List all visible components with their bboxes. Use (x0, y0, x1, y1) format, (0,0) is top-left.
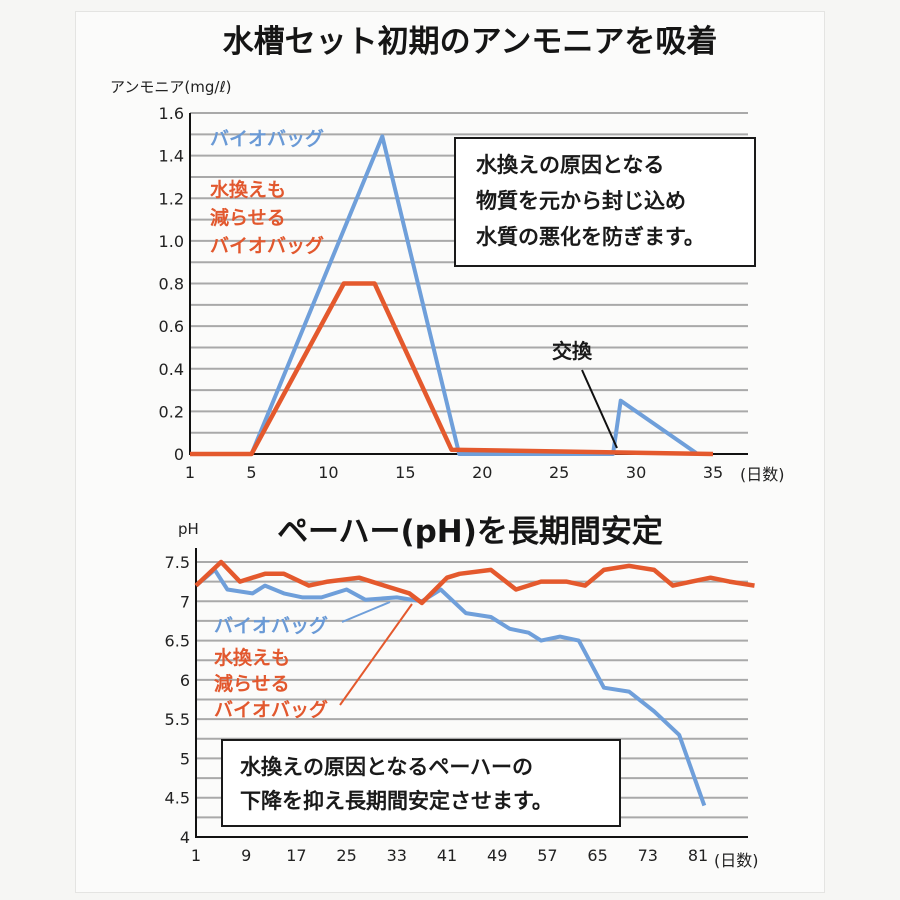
ammonia-legend-reduce-line2: 減らせる (210, 206, 286, 229)
ammonia-y-tick-label: 1.6 (159, 104, 184, 123)
ph-x-tick-label: 1 (191, 846, 201, 865)
ph-info-box (221, 739, 621, 827)
ammonia-x-tick-label: 35 (703, 463, 723, 482)
ammonia-chart-title: 水槽セット初期のアンモニアを吸着 (223, 24, 718, 60)
ph-x-axis-label: (日数) (714, 851, 759, 870)
ph-x-tick-label: 25 (336, 846, 356, 865)
ph-x-tick-label: 17 (286, 846, 306, 865)
ph-x-tick-label: 41 (437, 846, 457, 865)
ammonia-y-tick-label: 0.4 (159, 360, 184, 379)
ph-x-tick-label: 9 (241, 846, 251, 865)
ph-axes (195, 548, 748, 838)
ph-x-tick-label: 73 (638, 846, 658, 865)
ammonia-info-line-3: 水質の悪化を防ぎます。 (476, 225, 705, 249)
ammonia-x-tick-label: 30 (626, 463, 646, 482)
ph-legend-reduce-line2: 減らせる (214, 672, 290, 695)
ph-red-legend-pointer (339, 603, 413, 706)
ammonia-series-reduce-line (190, 281, 714, 457)
ph-y-axis-label: pH (178, 520, 199, 538)
ammonia-y-tick-label: 0 (174, 445, 184, 464)
ph-x-tick-label: 49 (487, 846, 507, 865)
ph-y-tick-label: 7 (180, 592, 190, 611)
ph-y-tick-label: 5.5 (165, 710, 190, 729)
ammonia-x-tick-label: 15 (395, 463, 415, 482)
ph-legend-reduce-line3: バイオバッグ (214, 698, 328, 721)
ammonia-info-line-2: 物質を元から封じ込め (476, 189, 686, 213)
ph-x-tick-label: 33 (387, 846, 407, 865)
ph-y-tick-label: 7.5 (165, 553, 190, 572)
ammonia-callout-pointer (581, 369, 618, 449)
ammonia-y-tick-label: 0.2 (159, 402, 184, 421)
ammonia-legend-reduce-line1: 水換えも (210, 178, 286, 201)
ph-series-reduce-line (194, 559, 755, 606)
ph-x-tick-label: 81 (688, 846, 708, 865)
ammonia-x-tick-label: 20 (472, 463, 492, 482)
ph-y-tick-label: 4 (180, 828, 190, 847)
ammonia-y-tick-label: 1.4 (159, 147, 184, 166)
ph-y-tick-label: 6.5 (165, 632, 190, 651)
ammonia-x-axis-label: (日数) (740, 465, 785, 484)
ammonia-info-box (454, 137, 756, 267)
ammonia-y-axis-label: アンモニア(mg/ℓ) (110, 78, 232, 96)
ammonia-chart: 水槽セット初期のアンモニアを吸着 アンモニア(mg/ℓ) 0 0.2 0.4 0.6 0… (110, 24, 785, 484)
ammonia-info-line-1: 水換えの原因となる (476, 153, 664, 177)
ph-x-tick-label: 57 (537, 846, 557, 865)
ph-chart-title: ペーハー(pH)を長期間安定 (277, 514, 663, 550)
ammonia-x-tick-label: 1 (185, 463, 195, 482)
ph-y-tick-label: 5 (180, 749, 190, 768)
ph-info-line-1: 水換えの原因となるペーハーの (240, 755, 533, 779)
ammonia-y-tick-label: 0.8 (159, 275, 184, 294)
ammonia-callout-exchange: 交換 (552, 339, 593, 363)
ph-legend-biobag: バイオバッグ (214, 614, 328, 637)
ammonia-x-tick-label: 10 (318, 463, 338, 482)
ph-legend-reduce-line1: 水換えも (214, 646, 290, 669)
ammonia-y-tick-label: 0.6 (159, 317, 184, 336)
ph-x-tick-label: 65 (587, 846, 607, 865)
ph-y-tick-label: 6 (180, 671, 190, 690)
ammonia-x-tick-label: 25 (549, 463, 569, 482)
ammonia-y-tick-label: 1.0 (159, 232, 184, 251)
ph-y-tick-label: 4.5 (165, 789, 190, 808)
ph-info-line-2: 下降を抑え長期間安定させます。 (240, 789, 553, 813)
ph-blue-legend-pointer (341, 601, 391, 623)
ammonia-legend-biobag: バイオバッグ (210, 127, 324, 150)
ammonia-x-tick-label: 5 (246, 463, 256, 482)
ammonia-legend-reduce-line3: バイオバッグ (210, 234, 324, 257)
ph-chart: ペーハー(pH)を長期間安定 pH 4 4.5 5 5.5 6 6.5 7 7.5 1 9 17 2… (165, 514, 759, 870)
ph-series-biobag-line (194, 567, 707, 807)
ammonia-y-tick-label: 1.2 (159, 189, 184, 208)
